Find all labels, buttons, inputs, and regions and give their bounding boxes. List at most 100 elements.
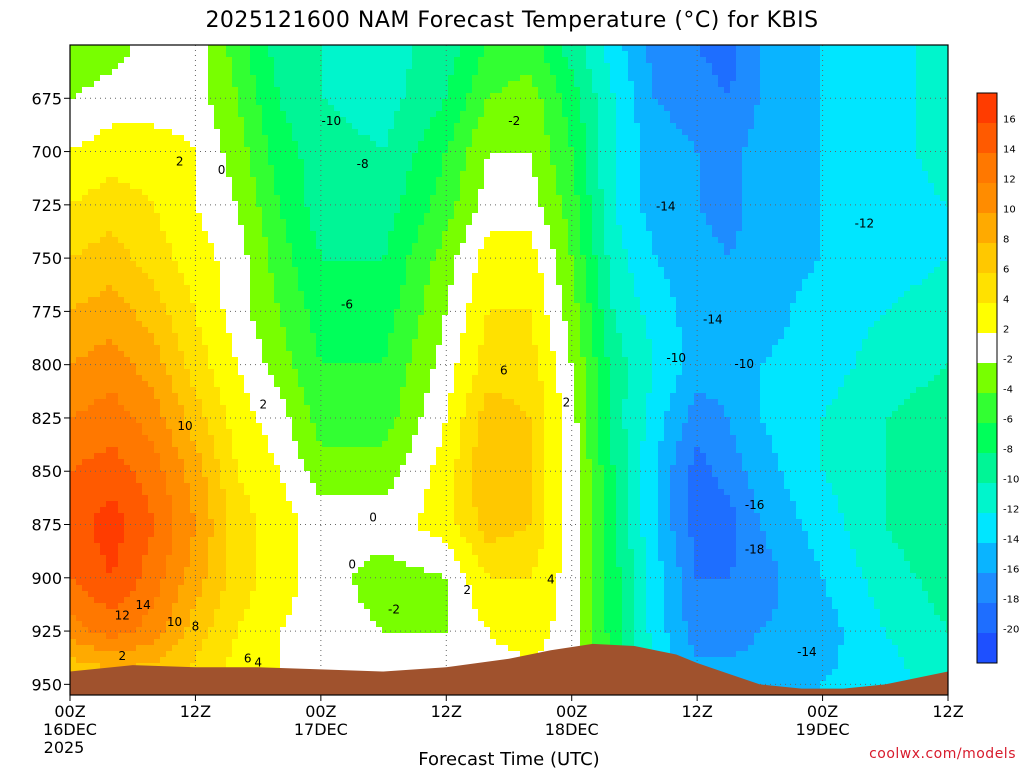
- temperature-cell: [100, 543, 107, 550]
- temperature-cell: [286, 111, 293, 118]
- temperature-cell: [250, 69, 257, 76]
- temperature-cell: [256, 615, 263, 622]
- temperature-cell: [316, 531, 323, 538]
- temperature-cell: [292, 249, 299, 256]
- temperature-cell: [322, 201, 329, 208]
- temperature-cell: [178, 315, 185, 322]
- temperature-cell: [214, 165, 221, 172]
- temperature-cell: [268, 81, 275, 88]
- temperature-cell: [298, 489, 305, 496]
- temperature-cell: [100, 483, 107, 490]
- temperature-cell: [226, 105, 233, 112]
- temperature-cell: [232, 513, 239, 520]
- temperature-cell: [238, 399, 245, 406]
- temperature-cell: [88, 417, 95, 424]
- temperature-cell: [334, 87, 341, 94]
- temperature-cell: [334, 549, 341, 556]
- temperature-cell: [304, 273, 311, 280]
- temperature-cell: [196, 195, 203, 202]
- temperature-cell: [250, 147, 257, 154]
- temperature-cell: [274, 237, 281, 244]
- temperature-cell: [214, 105, 221, 112]
- temperature-cell: [130, 165, 137, 172]
- temperature-cell: [82, 93, 89, 100]
- temperature-cell: [334, 207, 341, 214]
- temperature-cell: [208, 105, 215, 112]
- temperature-cell: [244, 393, 251, 400]
- temperature-cell: [100, 375, 107, 382]
- temperature-cell: [82, 297, 89, 304]
- temperature-cell: [76, 171, 83, 178]
- temperature-cell: [256, 543, 263, 550]
- temperature-cell: [124, 615, 131, 622]
- temperature-cell: [316, 615, 323, 622]
- temperature-cell: [190, 567, 197, 574]
- temperature-cell: [142, 351, 149, 358]
- temperature-cell: [76, 69, 83, 76]
- temperature-cell: [268, 159, 275, 166]
- temperature-cell: [256, 279, 263, 286]
- temperature-cell: [190, 231, 197, 238]
- temperature-cell: [238, 291, 245, 298]
- temperature-cell: [316, 621, 323, 628]
- temperature-cell: [226, 195, 233, 202]
- temperature-cell: [268, 99, 275, 106]
- temperature-cell: [280, 429, 287, 436]
- temperature-cell: [178, 87, 185, 94]
- temperature-cell: [106, 207, 113, 214]
- temperature-cell: [172, 117, 179, 124]
- temperature-cell: [328, 447, 335, 454]
- temperature-cell: [208, 471, 215, 478]
- temperature-cell: [88, 195, 95, 202]
- temperature-cell: [142, 129, 149, 136]
- temperature-cell: [88, 255, 95, 262]
- temperature-cell: [328, 153, 335, 160]
- temperature-cell: [148, 375, 155, 382]
- temperature-cell: [118, 75, 125, 82]
- temperature-cell: [286, 75, 293, 82]
- temperature-cell: [334, 51, 341, 58]
- temperature-cell: [166, 489, 173, 496]
- temperature-cell: [160, 501, 167, 508]
- temperature-cell: [172, 261, 179, 268]
- temperature-cell: [322, 231, 329, 238]
- temperature-cell: [106, 177, 113, 184]
- temperature-cell: [190, 477, 197, 484]
- temperature-cell: [112, 153, 119, 160]
- temperature-cell: [70, 441, 77, 448]
- temperature-cell: [268, 465, 275, 472]
- temperature-cell: [304, 447, 311, 454]
- temperature-cell: [304, 537, 311, 544]
- temperature-cell: [226, 411, 233, 418]
- temperature-cell: [232, 51, 239, 58]
- temperature-cell: [322, 153, 329, 160]
- temperature-cell: [310, 645, 317, 652]
- temperature-cell: [118, 375, 125, 382]
- temperature-cell: [190, 165, 197, 172]
- temperature-cell: [232, 651, 239, 658]
- temperature-cell: [226, 249, 233, 256]
- temperature-cell: [154, 267, 161, 274]
- temperature-cell: [334, 195, 341, 202]
- temperature-cell: [298, 75, 305, 82]
- temperature-cell: [328, 201, 335, 208]
- temperature-cell: [232, 387, 239, 394]
- temperature-cell: [280, 435, 287, 442]
- temperature-cell: [88, 465, 95, 472]
- temperature-cell: [70, 183, 77, 190]
- temperature-cell: [340, 81, 347, 88]
- temperature-cell: [268, 195, 275, 202]
- temperature-cell: [160, 51, 167, 58]
- temperature-cell: [160, 603, 167, 610]
- temperature-cell: [334, 447, 341, 454]
- temperature-cell: [190, 399, 197, 406]
- temperature-cell: [178, 45, 185, 52]
- temperature-cell: [232, 627, 239, 634]
- temperature-cell: [328, 183, 335, 190]
- temperature-cell: [208, 393, 215, 400]
- temperature-cell: [286, 369, 293, 376]
- temperature-cell: [124, 363, 131, 370]
- temperature-cell: [196, 471, 203, 478]
- temperature-cell: [76, 543, 83, 550]
- temperature-cell: [124, 351, 131, 358]
